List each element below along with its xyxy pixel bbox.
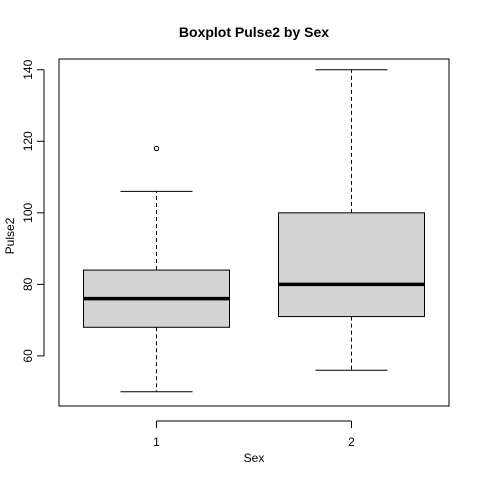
x-axis-label: Sex — [244, 451, 265, 465]
y-axis-label: Pulse2 — [3, 217, 17, 254]
y-tick-label: 120 — [21, 131, 35, 151]
y-tick-label: 100 — [21, 202, 35, 222]
y-tick-label: 60 — [21, 349, 35, 363]
chart-title: Boxplot Pulse2 by Sex — [179, 24, 329, 40]
box-iqr — [278, 212, 425, 318]
boxes-group — [83, 69, 425, 393]
y-axis: 60 80 100 120 140 — [21, 59, 45, 363]
x-tick-label: 1 — [153, 435, 160, 449]
plot-frame — [58, 58, 450, 407]
y-tick-label: 140 — [21, 59, 35, 79]
x-tick-label: 2 — [348, 435, 355, 449]
outlier-point — [153, 145, 160, 152]
y-tick-label: 80 — [21, 277, 35, 291]
box-2 — [278, 69, 425, 371]
box-1 — [83, 145, 230, 393]
